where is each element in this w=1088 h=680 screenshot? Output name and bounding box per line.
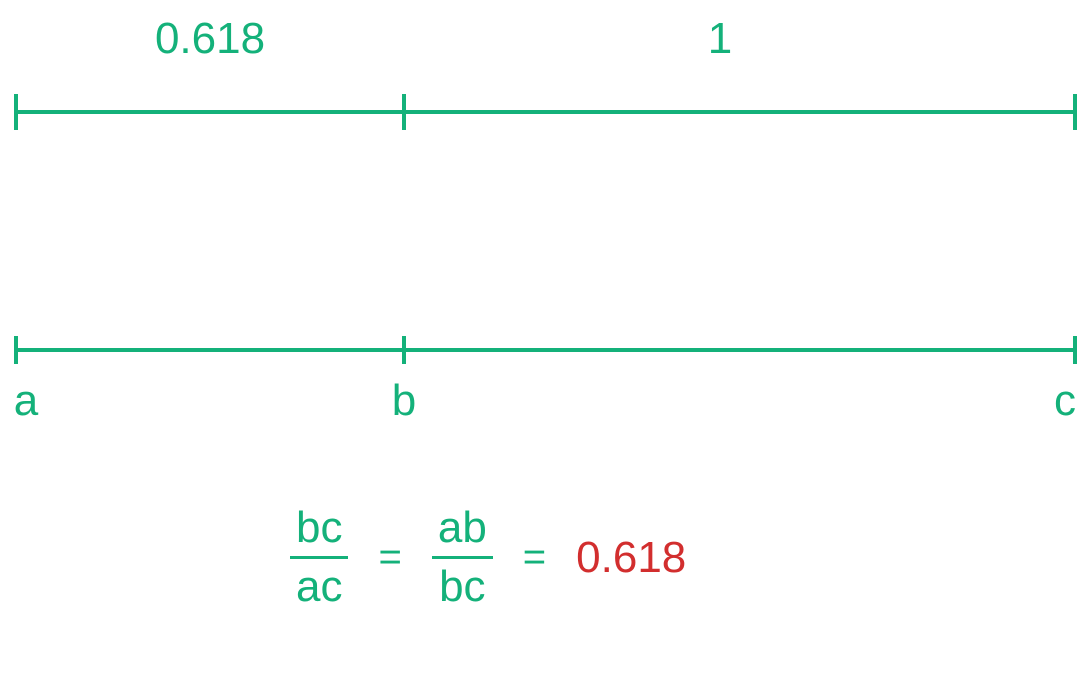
point-label-a: a <box>14 376 38 426</box>
golden-ratio-value: 0.618 <box>576 533 686 583</box>
equals-sign: = <box>378 535 401 580</box>
segment-label-right: 1 <box>708 14 732 64</box>
golden-ratio-diagram: 0.618 1 a b c bcac = abbc = 0.618 <box>0 0 1088 680</box>
fraction-denominator: ac <box>290 559 348 615</box>
point-label-c: c <box>1054 376 1076 426</box>
fraction-bc-over-ac: bcac <box>290 500 348 616</box>
fraction-numerator: bc <box>290 500 348 556</box>
segment-label-left: 0.618 <box>155 14 265 64</box>
fraction-denominator: bc <box>433 559 491 615</box>
equals-sign: = <box>523 535 546 580</box>
fraction-numerator: ab <box>432 500 493 556</box>
fraction-ab-over-bc: abbc <box>432 500 493 616</box>
golden-ratio-equation: bcac = abbc = 0.618 <box>290 500 686 616</box>
point-label-b: b <box>392 376 416 426</box>
